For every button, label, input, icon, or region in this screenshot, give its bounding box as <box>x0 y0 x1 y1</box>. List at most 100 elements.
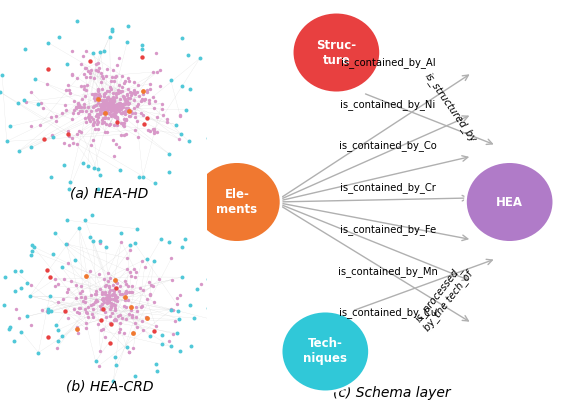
Point <box>107 105 116 112</box>
Point <box>112 104 122 110</box>
Point <box>108 310 117 316</box>
Point <box>206 299 215 305</box>
Point <box>99 276 108 282</box>
Point <box>106 304 115 310</box>
Point <box>105 110 115 117</box>
Point <box>105 102 114 108</box>
Point <box>113 86 123 93</box>
Point <box>119 94 128 100</box>
Point <box>94 271 104 277</box>
Point <box>93 99 103 106</box>
Point <box>99 93 108 99</box>
Point <box>29 244 39 250</box>
Point <box>107 101 116 107</box>
Point <box>101 73 111 80</box>
Text: is_contained_by_Mn: is_contained_by_Mn <box>338 266 438 277</box>
Point <box>85 70 94 77</box>
Point <box>131 114 140 120</box>
Point <box>104 102 113 108</box>
Point <box>107 101 116 108</box>
Point <box>84 314 93 320</box>
Point <box>111 74 120 81</box>
Point <box>77 103 86 110</box>
Point <box>176 112 185 118</box>
Point <box>89 164 98 171</box>
Ellipse shape <box>465 162 554 242</box>
Point <box>46 274 55 280</box>
Point <box>107 103 116 110</box>
Point <box>115 288 124 294</box>
Point <box>88 305 97 312</box>
Point <box>153 114 162 120</box>
Point <box>101 102 111 109</box>
Point <box>111 103 120 110</box>
Point <box>105 339 114 346</box>
Point <box>166 77 175 83</box>
Point <box>50 229 59 236</box>
Point <box>91 102 100 108</box>
Point <box>113 105 122 112</box>
Point <box>107 86 116 93</box>
Point <box>98 326 107 332</box>
Point <box>109 302 119 308</box>
Point <box>101 115 110 121</box>
Point <box>90 290 100 297</box>
Point <box>44 306 53 313</box>
Point <box>132 304 141 311</box>
Point <box>177 35 187 41</box>
Point <box>21 46 30 52</box>
Point <box>89 119 98 125</box>
Point <box>119 120 128 126</box>
Point <box>101 289 110 295</box>
Point <box>105 105 115 111</box>
Point <box>108 102 118 108</box>
Point <box>151 323 161 330</box>
Point <box>25 292 35 299</box>
Point <box>103 115 112 122</box>
Point <box>124 107 134 113</box>
Point <box>97 327 106 334</box>
Point <box>26 123 36 129</box>
Point <box>123 107 132 114</box>
Point <box>107 25 116 32</box>
Point <box>86 141 96 148</box>
Point <box>140 264 149 271</box>
Point <box>126 94 135 101</box>
Point <box>130 79 139 86</box>
Point <box>107 104 116 111</box>
Point <box>102 282 111 289</box>
Point <box>102 107 111 114</box>
Point <box>93 111 102 117</box>
Point <box>5 324 14 330</box>
Point <box>149 126 158 133</box>
Point <box>13 100 22 106</box>
Point <box>67 135 76 141</box>
Point <box>78 96 87 103</box>
Point <box>97 101 106 107</box>
Point <box>104 110 113 116</box>
Point <box>96 108 105 114</box>
Point <box>9 338 18 345</box>
Point <box>182 107 191 113</box>
Point <box>95 286 104 292</box>
Point <box>142 89 151 95</box>
Point <box>125 348 134 355</box>
Point <box>148 69 157 75</box>
Point <box>91 288 100 294</box>
Point <box>113 116 122 122</box>
Point <box>138 95 147 102</box>
Point <box>130 109 139 116</box>
Point <box>102 95 111 101</box>
Point <box>98 99 107 105</box>
Point <box>109 110 119 117</box>
Point <box>92 121 101 128</box>
Point <box>51 118 60 124</box>
Point <box>120 117 129 124</box>
Point <box>104 99 113 105</box>
Point <box>127 109 136 116</box>
Point <box>76 294 85 300</box>
Point <box>83 304 92 310</box>
Point <box>74 225 84 231</box>
Point <box>120 297 130 303</box>
Point <box>97 86 107 92</box>
